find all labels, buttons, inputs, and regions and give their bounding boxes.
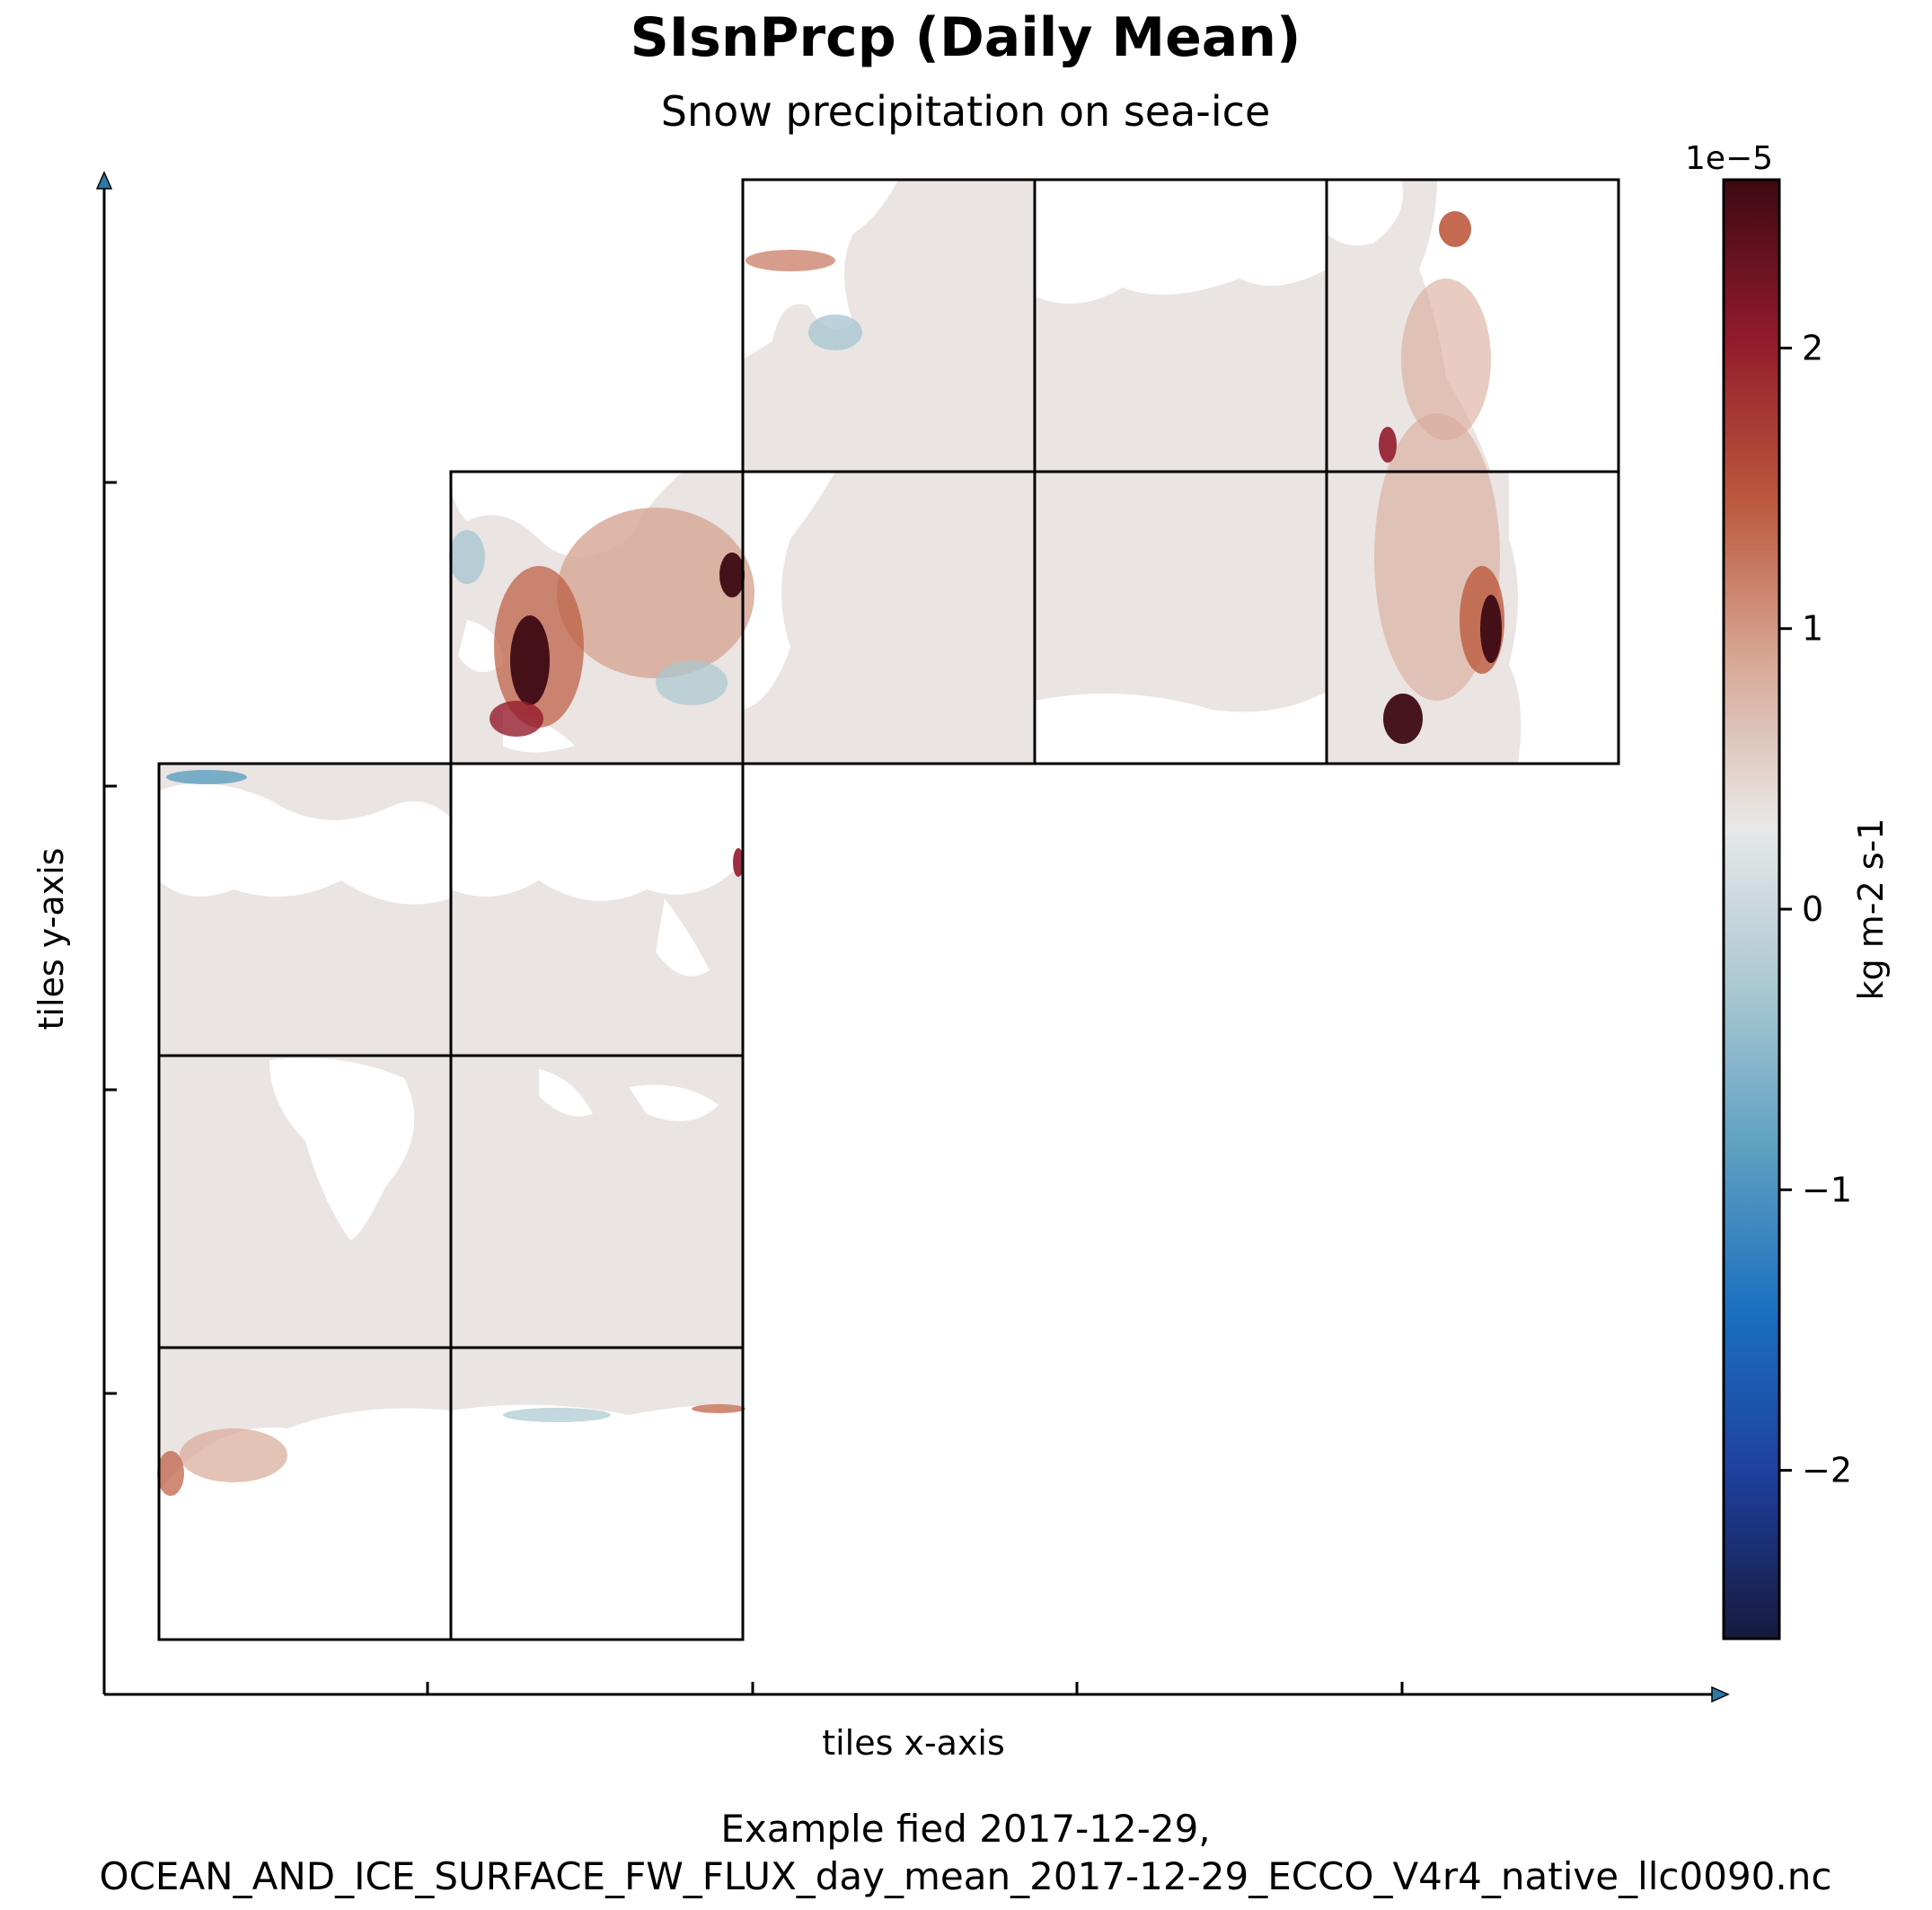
data-region — [656, 660, 728, 705]
tile-border — [1325, 178, 1620, 473]
land-mask — [1509, 472, 1619, 764]
data-region — [1379, 427, 1397, 463]
land-mask — [539, 1069, 593, 1117]
data-region — [557, 508, 754, 678]
x-axis-label: tiles x-axis — [822, 1723, 1005, 1763]
data-region — [157, 1451, 184, 1496]
chart-title: SIsnPrcp (Daily Mean) — [631, 6, 1301, 69]
data-region — [1401, 279, 1491, 440]
colorbar-multiplier: 1e−5 — [1685, 140, 1773, 177]
land-mask — [159, 783, 451, 905]
chart-subtitle: Snow precipitation on sea-ice — [661, 87, 1271, 136]
colorbar-label: kg m-2 s-1 — [1851, 818, 1891, 1001]
tile-border — [449, 1346, 745, 1641]
axes — [95, 171, 1730, 1703]
land-mask — [458, 620, 503, 672]
land-mask — [451, 764, 743, 901]
caption-line-1: Example fied 2017-12-29, — [720, 1807, 1210, 1851]
data-region — [692, 1404, 745, 1413]
colorbar-tick-label: −1 — [1802, 1170, 1852, 1209]
data-region — [166, 770, 247, 784]
land-mask — [1327, 180, 1403, 246]
data-region — [490, 701, 543, 737]
colorbar-tick-label: 1 — [1802, 609, 1823, 649]
land-mask — [269, 1057, 415, 1240]
data-region — [510, 615, 550, 705]
colorbar-tick-label: −2 — [1802, 1451, 1852, 1490]
data-region — [745, 250, 835, 271]
data-region — [808, 314, 862, 350]
colorbar-tick-label: 2 — [1802, 328, 1823, 367]
land-mask — [743, 180, 898, 359]
land-mask — [1035, 692, 1327, 764]
y-axis-label: tiles y-axis — [31, 848, 71, 1030]
data-region — [449, 530, 485, 584]
tile-layer — [157, 178, 1620, 1641]
colorbar-tick-label: 0 — [1802, 889, 1823, 929]
colorbar: 1e−5 2 1 0 −1 −2 kg m-2 s-1 — [1685, 140, 1891, 1640]
land-mask — [656, 898, 710, 977]
data-region — [1480, 595, 1502, 663]
data-region — [719, 553, 745, 597]
caption-line-2: OCEAN_AND_ICE_SURFACE_FW_FLUX_day_mean_2… — [100, 1854, 1832, 1898]
data-region — [503, 1408, 611, 1422]
colorbar-gradient — [1722, 178, 1781, 1640]
x-axis-arrow — [1711, 1685, 1730, 1703]
land-mask — [451, 1404, 743, 1640]
data-region — [1439, 211, 1471, 247]
land-mask — [629, 1084, 719, 1121]
data-region — [1383, 694, 1423, 744]
data-region — [180, 1428, 287, 1482]
land-mask — [743, 472, 835, 710]
data-region — [733, 848, 744, 877]
y-axis-arrow — [95, 171, 113, 190]
land-mask — [1035, 180, 1327, 304]
